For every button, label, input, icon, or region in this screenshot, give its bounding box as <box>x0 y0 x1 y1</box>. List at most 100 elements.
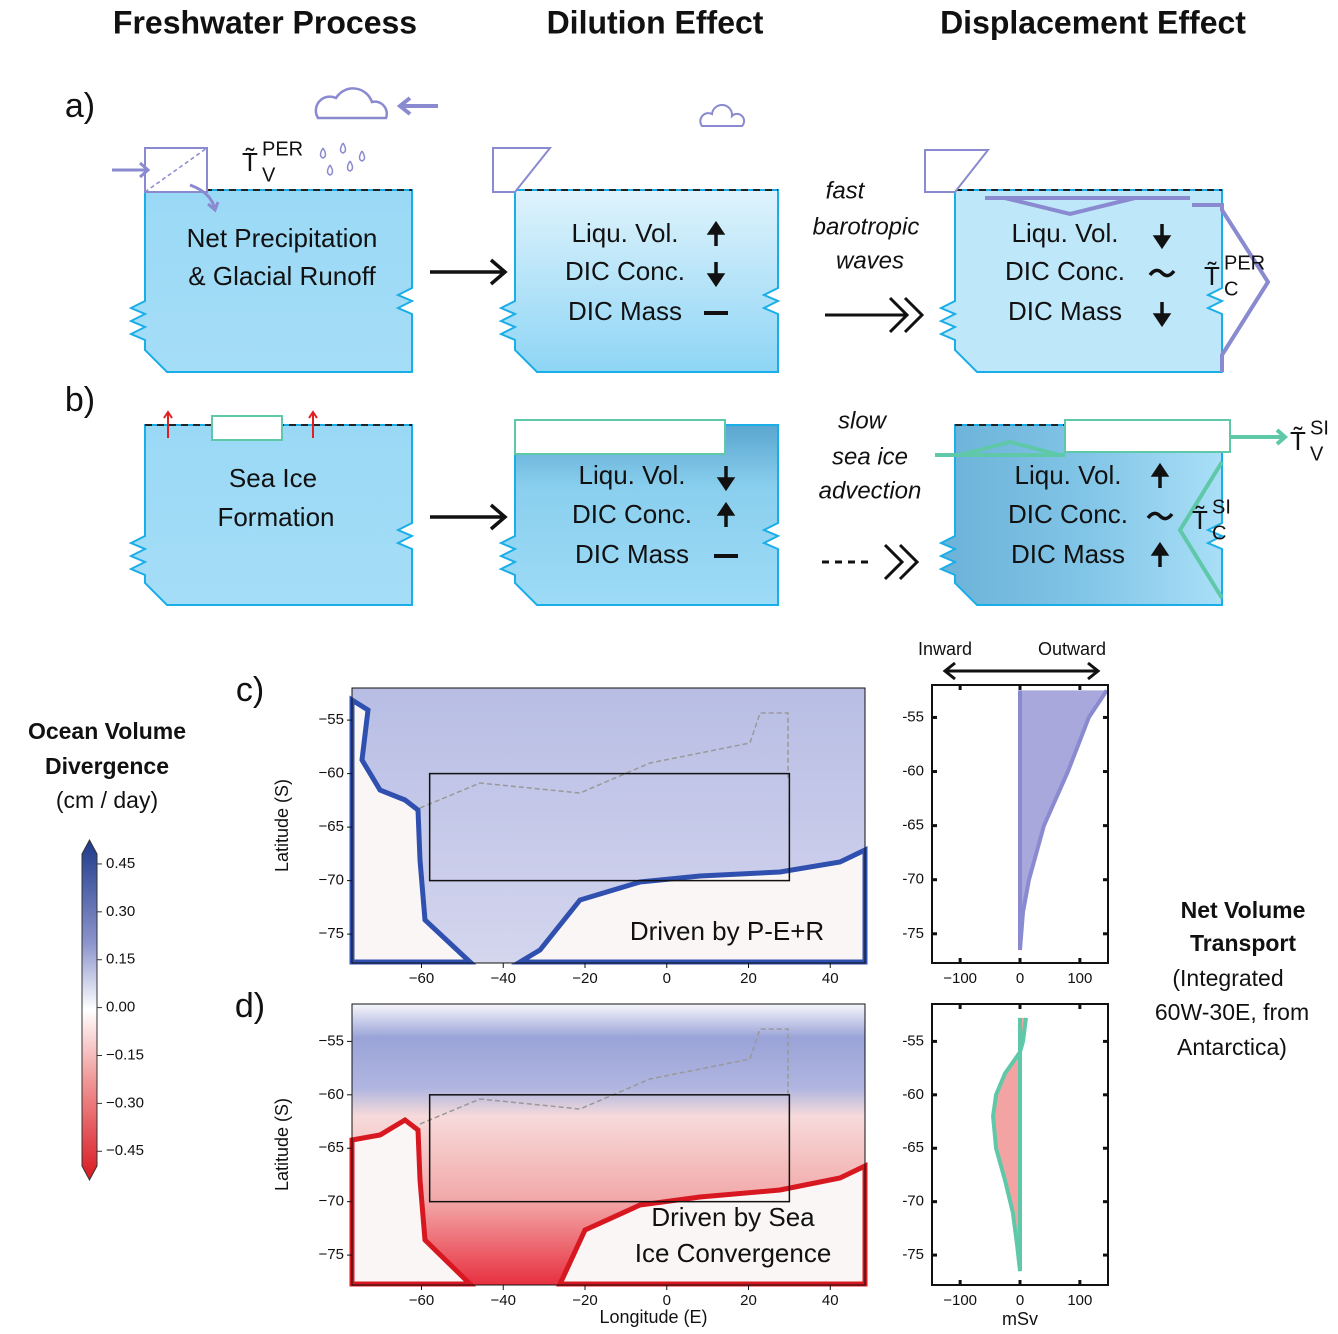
x-tick-label: −60 <box>409 970 434 987</box>
x-tick-label: −100 <box>943 1292 977 1309</box>
y-tick-label: -55 <box>902 1032 924 1049</box>
sea-ice <box>1064 419 1231 453</box>
y-axis-label: Latitude (S) <box>272 1098 292 1191</box>
label: DIC Mass <box>1011 539 1125 569</box>
label: Liqu. Vol. <box>572 218 679 248</box>
y-tick-label: −65 <box>319 818 344 835</box>
brine-arrow <box>163 410 173 438</box>
panel-label: b) <box>65 381 95 419</box>
label: (cm / day) <box>56 787 158 813</box>
y-tick-label: -75 <box>902 925 924 942</box>
x-axis-label: mSv <box>1002 1309 1038 1329</box>
runoff-arrow <box>112 161 220 213</box>
x-tick-label: 100 <box>1067 970 1092 987</box>
x-tick-label: −40 <box>491 970 516 987</box>
y-tick-label: -65 <box>902 1139 924 1156</box>
outflow-shape <box>1192 203 1271 372</box>
region-box <box>428 772 791 882</box>
flux-symbol: T̃ <box>1204 261 1220 291</box>
x-tick-label: 100 <box>1067 1292 1092 1309</box>
colorbar-tick-label: 0.30 <box>106 903 135 920</box>
outflow-shape <box>1177 460 1224 600</box>
y-tick-label: -70 <box>902 871 924 888</box>
y-tick-label: −60 <box>319 1086 344 1103</box>
x-tick-label: 0 <box>1016 1292 1024 1309</box>
label: DIC Conc. <box>1005 256 1125 286</box>
water-box <box>128 424 415 606</box>
wind-arrow <box>396 96 438 116</box>
transition-arrow <box>825 296 925 334</box>
x-tick-label: −40 <box>491 1292 516 1309</box>
change-arrow <box>1148 268 1176 278</box>
change-arrow <box>1150 541 1170 567</box>
convergence-shape <box>985 196 1190 217</box>
label: Transport <box>1190 930 1296 956</box>
label: waves <box>836 247 904 274</box>
x-tick-label: −60 <box>409 1292 434 1309</box>
label: DIC Mass <box>575 539 689 569</box>
glacier-crack <box>144 147 208 193</box>
axes-frame <box>351 687 866 964</box>
label: DIC Mass <box>568 296 682 326</box>
annotation: Ice Convergence <box>635 1238 832 1268</box>
rain-drop <box>346 160 354 172</box>
x-tick-label: 0 <box>663 1292 671 1309</box>
label: Liqu. Vol. <box>1012 218 1119 248</box>
direction-label: Outward <box>1038 639 1106 659</box>
rain-drop <box>339 142 347 154</box>
y-tick-label: -70 <box>902 1193 924 1210</box>
colorbar-tick-label: −0.45 <box>106 1142 144 1159</box>
profile-line <box>1018 689 1109 951</box>
label: fast <box>826 177 866 204</box>
flux-subscript: V <box>262 164 276 186</box>
water-box <box>938 424 1225 606</box>
x-tick-label: −20 <box>572 1292 597 1309</box>
label: Ocean Volume <box>28 718 186 744</box>
change-arrow <box>1146 511 1174 521</box>
y-tick-label: -75 <box>902 1246 924 1263</box>
transition-arrow <box>883 543 920 581</box>
glacier <box>924 149 991 193</box>
cloud <box>699 104 746 127</box>
front-line <box>419 712 789 809</box>
process-arrow <box>430 258 508 286</box>
flux-superscript: PER <box>262 138 303 160</box>
flux-superscript: SI <box>1212 496 1231 518</box>
x-tick-label: −20 <box>572 970 597 987</box>
x-tick-label: 40 <box>822 970 839 987</box>
process-arrow <box>430 503 508 531</box>
change-arrow <box>716 466 736 492</box>
y-tick-label: −70 <box>319 872 344 889</box>
label: DIC Conc. <box>1008 499 1128 529</box>
flux-subscript: C <box>1224 278 1238 300</box>
change-arrow <box>1152 224 1172 250</box>
rain-drop <box>319 147 327 159</box>
panel-label: c) <box>236 671 264 709</box>
change-arrow <box>1152 302 1172 328</box>
cloud <box>314 87 389 120</box>
panel-label: d) <box>235 987 265 1025</box>
label: DIC Conc. <box>565 256 685 286</box>
rain-drop <box>326 164 334 176</box>
colorbar-tick-label: 0.15 <box>106 951 135 968</box>
export-arrow <box>1230 428 1289 446</box>
y-axis-label: Latitude (S) <box>272 779 292 872</box>
change-arrow <box>1150 462 1170 488</box>
y-tick-label: −75 <box>319 1246 344 1263</box>
sea-ice <box>514 419 726 455</box>
direction-label: Inward <box>918 639 972 659</box>
front-line <box>419 1028 789 1125</box>
y-tick-label: −55 <box>319 1032 344 1049</box>
profile-line <box>991 1017 1028 1272</box>
brine-arrow <box>308 410 318 438</box>
label: slow <box>838 407 888 434</box>
profile-fill <box>993 1017 1026 1272</box>
flux-symbol: T̃ <box>1192 505 1208 535</box>
label: barotropic <box>813 213 920 240</box>
label: Sea Ice <box>229 463 317 493</box>
y-tick-label: -65 <box>902 817 924 834</box>
label: 60W-30E, from <box>1155 999 1309 1025</box>
label: & Glacial Runoff <box>188 261 376 291</box>
x-tick-label: 20 <box>740 970 757 987</box>
y-tick-label: −70 <box>319 1193 344 1210</box>
